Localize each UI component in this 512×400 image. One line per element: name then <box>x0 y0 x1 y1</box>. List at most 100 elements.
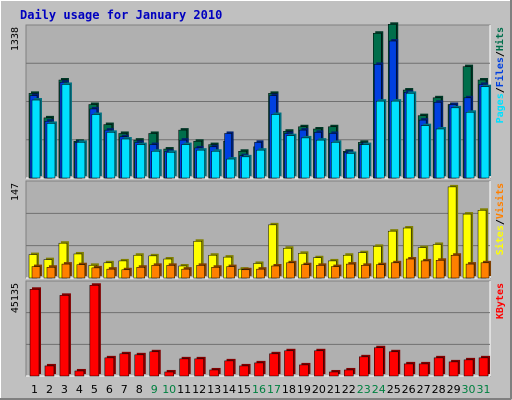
bar-kbytes <box>329 369 341 377</box>
bar-visits <box>346 262 357 279</box>
y-max-label: 147 <box>10 183 21 201</box>
bar-kbytes <box>433 355 446 377</box>
bar-pages <box>376 99 387 179</box>
x-tick-label: 12 <box>192 383 206 396</box>
legend-entry: / <box>495 219 506 225</box>
x-tick-label: 13 <box>207 383 221 396</box>
bar-pages <box>106 130 117 179</box>
bar-visits <box>226 264 237 279</box>
bar-kbytes <box>104 355 116 377</box>
bar-pages <box>211 149 222 179</box>
x-tick-label: 1 <box>31 383 38 396</box>
bar-pages <box>136 142 147 179</box>
bar-kbytes <box>403 361 416 377</box>
legend-entry: / <box>495 87 506 93</box>
bar-visits <box>450 253 462 279</box>
bar-kbytes <box>478 355 491 377</box>
x-tick-label: 17 <box>267 383 281 396</box>
x-tick-label: 11 <box>177 383 191 396</box>
bar-pages <box>480 84 492 179</box>
bar-visits <box>376 262 387 279</box>
bar-visits <box>151 263 162 279</box>
bar-pages <box>361 142 372 179</box>
bar-kbytes <box>119 351 131 377</box>
bar-kbytes <box>418 361 431 377</box>
bar-pages <box>465 110 477 179</box>
bar-visits <box>286 260 297 279</box>
bar-visits <box>61 262 72 279</box>
bar-kbytes <box>89 283 101 377</box>
bar-visits <box>46 265 57 279</box>
bar-pages <box>46 121 57 179</box>
x-tick-label: 24 <box>372 383 386 396</box>
bar-kbytes <box>134 352 146 377</box>
bar-pages <box>226 157 237 179</box>
bar-pages <box>271 112 282 179</box>
x-tick-label: 23 <box>357 383 371 396</box>
bar-visits <box>196 263 207 279</box>
bar-visits <box>166 263 177 279</box>
legend-entry: Pages <box>495 93 506 123</box>
bar-visits <box>31 264 42 279</box>
x-tick-label: 31 <box>477 383 491 396</box>
bar-kbytes <box>59 293 71 377</box>
bar-visits <box>106 267 117 279</box>
bar-kbytes <box>224 358 236 377</box>
bar-kbytes <box>164 369 176 377</box>
bar-visits <box>480 260 492 279</box>
x-tick-label: 7 <box>121 383 128 396</box>
bar-kbytes <box>359 354 371 377</box>
x-tick-label: 10 <box>162 383 176 396</box>
bar-visits <box>316 263 327 279</box>
bar-kbytes <box>463 357 476 377</box>
bar-visits <box>121 267 132 279</box>
bar-kbytes <box>29 287 41 377</box>
x-tick-label: 19 <box>297 383 311 396</box>
bar-visits <box>435 258 447 279</box>
bar-visits <box>76 262 87 279</box>
panel-bottom: 45135 KBytes <box>10 280 506 377</box>
x-tick-label: 8 <box>136 383 143 396</box>
bar-kbytes <box>374 345 386 377</box>
bar-pages <box>405 91 417 179</box>
bar-kbytes <box>299 362 311 377</box>
bar-pages <box>316 138 327 179</box>
bar-visits <box>136 265 147 279</box>
bar-kbytes <box>254 360 266 377</box>
bar-pages <box>286 133 297 179</box>
bar-kbytes <box>74 368 86 377</box>
bar-visits <box>361 263 372 279</box>
x-tick-label: 30 <box>462 383 476 396</box>
x-tick-label: 29 <box>447 383 461 396</box>
x-tick-label: 9 <box>151 383 158 396</box>
bar-visits <box>405 257 417 279</box>
x-tick-label: 22 <box>342 383 356 396</box>
bar-kbytes <box>314 348 326 377</box>
bar-kbytes <box>179 356 191 377</box>
bar-pages <box>331 140 342 179</box>
x-tick-label: 18 <box>282 383 296 396</box>
x-tick-label: 21 <box>327 383 341 396</box>
bar-pages <box>76 140 87 179</box>
bar-pages <box>91 112 102 179</box>
bar-visits <box>331 264 342 279</box>
bar-pages <box>181 142 192 179</box>
bar-pages <box>301 135 312 179</box>
x-tick-label: 5 <box>91 383 98 396</box>
bar-kbytes <box>284 348 296 377</box>
bar-pages <box>346 151 357 179</box>
bar-pages <box>435 127 447 179</box>
x-tick-label: 4 <box>76 383 83 396</box>
legend-entry: Visits <box>494 183 506 219</box>
bar-kbytes <box>388 349 401 377</box>
legend-entry: Files <box>494 57 506 87</box>
bar-pages <box>61 82 72 179</box>
x-tick-label: 25 <box>387 383 401 396</box>
legend-bottom: KBytes <box>495 283 506 319</box>
bar-visits <box>91 265 102 279</box>
bar-kbytes <box>239 363 251 377</box>
bar-pages <box>151 149 162 179</box>
x-tick-label: 26 <box>402 383 416 396</box>
bar-visits <box>390 260 402 279</box>
